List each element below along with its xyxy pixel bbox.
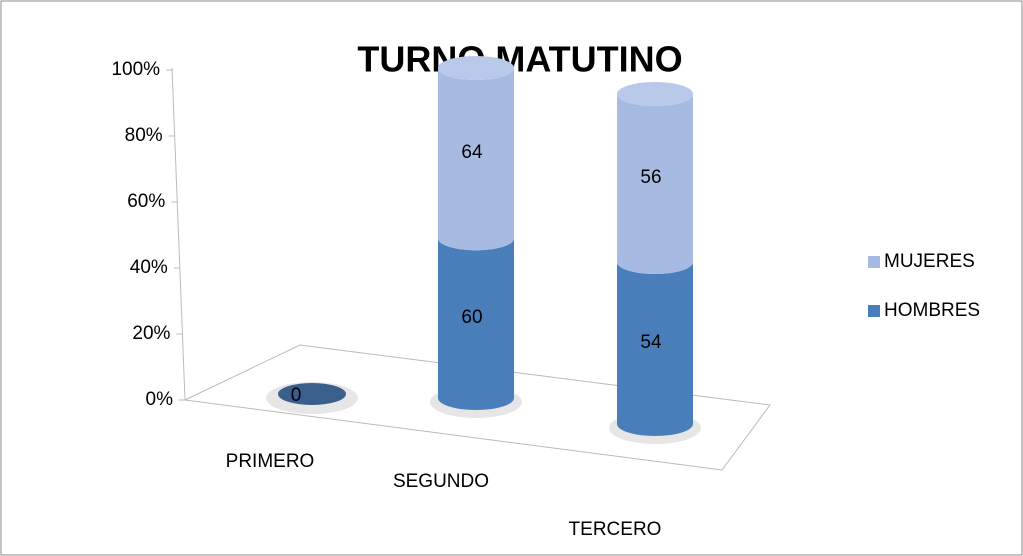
legend-swatch [868, 256, 880, 268]
y-tick-label: 0% [146, 389, 174, 410]
cylinder-segment [617, 94, 693, 274]
cylinder-segment [438, 238, 514, 410]
x-tick-label: PRIMERO [226, 451, 315, 472]
y-tick-label: 60% [127, 191, 165, 212]
y-tick-label: 80% [125, 125, 163, 146]
data-label: 56 [640, 167, 661, 188]
cylinder-cap [278, 383, 346, 405]
y-tick-label: 100% [111, 59, 160, 80]
data-label: 64 [461, 142, 483, 163]
legend-label: HOMBRES [884, 300, 980, 321]
data-label: 54 [640, 332, 662, 353]
y-axis [171, 67, 186, 401]
y-tick-label: 40% [130, 257, 168, 278]
chart-title: TURNO MATUTINO [357, 39, 682, 80]
cylinder-segment [438, 68, 514, 251]
data-label: 0 [291, 385, 302, 406]
cylinder-top [438, 56, 514, 80]
legend-swatch [868, 305, 880, 317]
data-label: 60 [461, 307, 482, 328]
cylinder-segment [617, 262, 693, 436]
cylinder-top [617, 82, 693, 106]
legend-label: MUJERES [884, 251, 975, 272]
x-tick-label: SEGUNDO [393, 471, 489, 492]
x-tick-label: TERCERO [569, 519, 662, 540]
y-tick-label: 20% [132, 323, 170, 344]
